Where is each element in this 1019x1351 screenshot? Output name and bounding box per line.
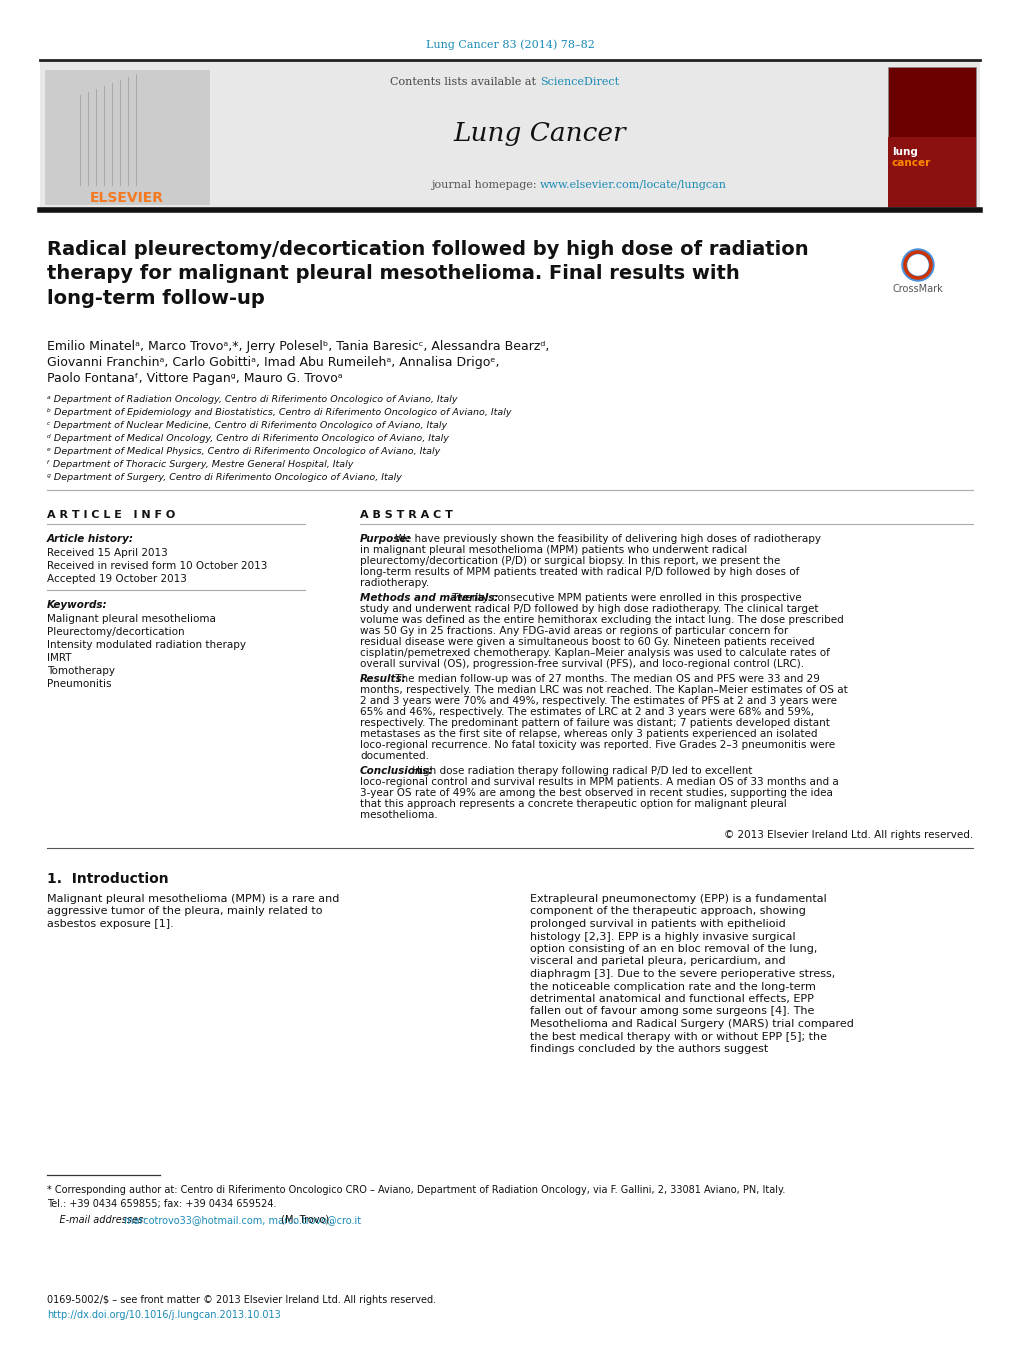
- Text: months, respectively. The median LRC was not reached. The Kaplan–Meier estimates: months, respectively. The median LRC was…: [360, 685, 847, 694]
- Text: * Corresponding author at: Centro di Riferimento Oncologico CRO – Aviano, Depart: * Corresponding author at: Centro di Rif…: [47, 1185, 785, 1209]
- Text: 1.  Introduction: 1. Introduction: [47, 871, 168, 886]
- Text: volume was defined as the entire hemithorax excluding the intact lung. The dose : volume was defined as the entire hemitho…: [360, 615, 843, 626]
- Text: Extrapleural pneumonectomy (EPP) is a fundamental: Extrapleural pneumonectomy (EPP) is a fu…: [530, 894, 826, 904]
- Bar: [45, 70, 210, 205]
- Text: marcotrovo33@hotmail.com, marco.trovo@cro.it: marcotrovo33@hotmail.com, marco.trovo@cr…: [124, 1215, 361, 1225]
- Text: ScienceDirect: ScienceDirect: [539, 77, 619, 86]
- Text: 65% and 46%, respectively. The estimates of LRC at 2 and 3 years were 68% and 59: 65% and 46%, respectively. The estimates…: [360, 707, 813, 717]
- Text: E-mail addresses:: E-mail addresses:: [47, 1215, 150, 1225]
- Text: 0169-5002/$ – see front matter © 2013 Elsevier Ireland Ltd. All rights reserved.: 0169-5002/$ – see front matter © 2013 El…: [47, 1296, 436, 1305]
- Text: journal homepage:: journal homepage:: [430, 180, 539, 190]
- Text: Malignant pleural mesothelioma: Malignant pleural mesothelioma: [47, 613, 216, 624]
- Text: Purpose:: Purpose:: [360, 534, 411, 544]
- Text: ᵉ Department of Medical Physics, Centro di Riferimento Oncologico of Aviano, Ita: ᵉ Department of Medical Physics, Centro …: [47, 447, 440, 457]
- Text: Radical pleurectomy/decortication followed by high dose of radiation
therapy for: Radical pleurectomy/decortication follow…: [47, 240, 808, 308]
- Text: diaphragm [3]. Due to the severe perioperative stress,: diaphragm [3]. Due to the severe periope…: [530, 969, 835, 979]
- Text: component of the therapeutic approach, showing: component of the therapeutic approach, s…: [530, 907, 805, 916]
- Text: We have previously shown the feasibility of delivering high doses of radiotherap: We have previously shown the feasibility…: [392, 534, 820, 544]
- Text: detrimental anatomical and functional effects, EPP: detrimental anatomical and functional ef…: [530, 994, 813, 1004]
- Text: Contents lists available at: Contents lists available at: [390, 77, 539, 86]
- Text: Emilio Minatelᵃ, Marco Trovoᵃ,*, Jerry Poleselᵇ, Tania Baresicᶜ, Alessandra Bear: Emilio Minatelᵃ, Marco Trovoᵃ,*, Jerry P…: [47, 340, 549, 353]
- Text: prolonged survival in patients with epithelioid: prolonged survival in patients with epit…: [530, 919, 785, 929]
- Text: long-term results of MPM patients treated with radical P/D followed by high dose: long-term results of MPM patients treate…: [360, 567, 799, 577]
- Text: Conclusions:: Conclusions:: [360, 766, 433, 775]
- Text: mesothelioma.: mesothelioma.: [360, 811, 437, 820]
- Text: radiotherapy.: radiotherapy.: [360, 578, 429, 588]
- Text: IMRT: IMRT: [47, 653, 71, 663]
- Text: The median follow-up was of 27 months. The median OS and PFS were 33 and 29: The median follow-up was of 27 months. T…: [392, 674, 819, 684]
- Text: Received in revised form 10 October 2013: Received in revised form 10 October 2013: [47, 561, 267, 571]
- Text: Lung Cancer 83 (2014) 78–82: Lung Cancer 83 (2014) 78–82: [425, 39, 594, 50]
- Text: ᵇ Department of Epidemiology and Biostatistics, Centro di Riferimento Oncologico: ᵇ Department of Epidemiology and Biostat…: [47, 408, 511, 417]
- Text: study and underwent radical P/D followed by high dose radiotherapy. The clinical: study and underwent radical P/D followed…: [360, 604, 817, 613]
- Text: loco-regional control and survival results in MPM patients. A median OS of 33 mo: loco-regional control and survival resul…: [360, 777, 838, 788]
- Text: asbestos exposure [1].: asbestos exposure [1].: [47, 919, 173, 929]
- Bar: [40, 59, 979, 209]
- Circle shape: [901, 249, 933, 281]
- Text: ᵈ Department of Medical Oncology, Centro di Riferimento Oncologico of Aviano, It: ᵈ Department of Medical Oncology, Centro…: [47, 434, 448, 443]
- Text: overall survival (OS), progression-free survival (PFS), and loco-regional contro: overall survival (OS), progression-free …: [360, 659, 803, 669]
- Text: was 50 Gy in 25 fractions. Any FDG-avid areas or regions of particular concern f: was 50 Gy in 25 fractions. Any FDG-avid …: [360, 626, 788, 636]
- Text: Mesothelioma and Radical Surgery (MARS) trial compared: Mesothelioma and Radical Surgery (MARS) …: [530, 1019, 853, 1029]
- Text: Tomotherapy: Tomotherapy: [47, 666, 115, 676]
- Text: Article history:: Article history:: [47, 534, 133, 544]
- Text: Keywords:: Keywords:: [47, 600, 108, 611]
- Circle shape: [907, 255, 927, 276]
- Text: ELSEVIER: ELSEVIER: [90, 190, 164, 205]
- Text: Pleurectomy/decortication: Pleurectomy/decortication: [47, 627, 184, 638]
- Text: Results:: Results:: [360, 674, 407, 684]
- Text: 3-year OS rate of 49% are among the best observed in recent studies, supporting : 3-year OS rate of 49% are among the best…: [360, 788, 833, 798]
- Text: A R T I C L E   I N F O: A R T I C L E I N F O: [47, 509, 175, 520]
- Text: histology [2,3]. EPP is a highly invasive surgical: histology [2,3]. EPP is a highly invasiv…: [530, 931, 795, 942]
- Bar: [888, 136, 975, 207]
- Text: loco-regional recurrence. No fatal toxicity was reported. Five Grades 2–3 pneumo: loco-regional recurrence. No fatal toxic…: [360, 740, 835, 750]
- Text: ᶜ Department of Nuclear Medicine, Centro di Riferimento Oncologico of Aviano, It: ᶜ Department of Nuclear Medicine, Centro…: [47, 422, 446, 430]
- Text: visceral and parietal pleura, pericardium, and: visceral and parietal pleura, pericardiu…: [530, 957, 785, 966]
- Text: 2 and 3 years were 70% and 49%, respectively. The estimates of PFS at 2 and 3 ye: 2 and 3 years were 70% and 49%, respecti…: [360, 696, 837, 707]
- Text: Twenty consecutive MPM patients were enrolled in this prospective: Twenty consecutive MPM patients were enr…: [448, 593, 801, 603]
- Text: respectively. The predominant pattern of failure was distant; 7 patients develop: respectively. The predominant pattern of…: [360, 717, 829, 728]
- Text: Received 15 April 2013: Received 15 April 2013: [47, 549, 167, 558]
- Text: documented.: documented.: [360, 751, 429, 761]
- Text: Lung Cancer: Lung Cancer: [453, 120, 626, 146]
- Text: fallen out of favour among some surgeons [4]. The: fallen out of favour among some surgeons…: [530, 1006, 813, 1016]
- Text: Intensity modulated radiation therapy: Intensity modulated radiation therapy: [47, 640, 246, 650]
- Text: aggressive tumor of the pleura, mainly related to: aggressive tumor of the pleura, mainly r…: [47, 907, 322, 916]
- Text: lung: lung: [892, 147, 917, 157]
- Text: in malignant pleural mesothelioma (MPM) patients who underwent radical: in malignant pleural mesothelioma (MPM) …: [360, 544, 747, 555]
- Text: Malignant pleural mesothelioma (MPM) is a rare and: Malignant pleural mesothelioma (MPM) is …: [47, 894, 339, 904]
- Bar: [888, 68, 975, 207]
- Text: residual disease were given a simultaneous boost to 60 Gy. Nineteen patients rec: residual disease were given a simultaneo…: [360, 638, 814, 647]
- Text: www.elsevier.com/locate/lungcan: www.elsevier.com/locate/lungcan: [539, 180, 727, 190]
- Text: ᵃ Department of Radiation Oncology, Centro di Riferimento Oncologico of Aviano, : ᵃ Department of Radiation Oncology, Cent…: [47, 394, 458, 404]
- Text: that this approach represents a concrete therapeutic option for malignant pleura: that this approach represents a concrete…: [360, 798, 786, 809]
- Text: Paolo Fontanaᶠ, Vittore Paganᵍ, Mauro G. Trovoᵃ: Paolo Fontanaᶠ, Vittore Paganᵍ, Mauro G.…: [47, 372, 342, 385]
- Text: Giovanni Franchinᵃ, Carlo Gobittiᵃ, Imad Abu Rumeilehᵃ, Annalisa Drigoᵉ,: Giovanni Franchinᵃ, Carlo Gobittiᵃ, Imad…: [47, 357, 499, 369]
- Text: findings concluded by the authors suggest: findings concluded by the authors sugges…: [530, 1044, 767, 1054]
- Text: ᵍ Department of Surgery, Centro di Riferimento Oncologico of Aviano, Italy: ᵍ Department of Surgery, Centro di Rifer…: [47, 473, 401, 482]
- Text: pleurectomy/decortication (P/D) or surgical biopsy. In this report, we present t: pleurectomy/decortication (P/D) or surgi…: [360, 557, 780, 566]
- Text: the best medical therapy with or without EPP [5]; the: the best medical therapy with or without…: [530, 1032, 826, 1042]
- Text: cancer: cancer: [892, 158, 930, 168]
- Text: http://dx.doi.org/10.1016/j.lungcan.2013.10.013: http://dx.doi.org/10.1016/j.lungcan.2013…: [47, 1310, 280, 1320]
- Bar: [210, 59, 879, 208]
- Text: Accepted 19 October 2013: Accepted 19 October 2013: [47, 574, 186, 584]
- Text: Methods and materials:: Methods and materials:: [360, 593, 498, 603]
- Text: Pneumonitis: Pneumonitis: [47, 680, 111, 689]
- Text: option consisting of an en bloc removal of the lung,: option consisting of an en bloc removal …: [530, 944, 816, 954]
- Text: A B S T R A C T: A B S T R A C T: [360, 509, 452, 520]
- Text: High dose radiation therapy following radical P/D led to excellent: High dose radiation therapy following ra…: [409, 766, 751, 775]
- Text: ᶠ Department of Thoracic Surgery, Mestre General Hospital, Italy: ᶠ Department of Thoracic Surgery, Mestre…: [47, 459, 353, 469]
- Text: cisplatin/pemetrexed chemotherapy. Kaplan–Meier analysis was used to calculate r: cisplatin/pemetrexed chemotherapy. Kapla…: [360, 648, 829, 658]
- Text: © 2013 Elsevier Ireland Ltd. All rights reserved.: © 2013 Elsevier Ireland Ltd. All rights …: [723, 830, 972, 840]
- Text: (M. Trovo).: (M. Trovo).: [278, 1215, 332, 1225]
- Text: metastases as the first site of relapse, whereas only 3 patients experienced an : metastases as the first site of relapse,…: [360, 730, 816, 739]
- Text: the noticeable complication rate and the long-term: the noticeable complication rate and the…: [530, 981, 815, 992]
- Text: CrossMark: CrossMark: [892, 284, 943, 295]
